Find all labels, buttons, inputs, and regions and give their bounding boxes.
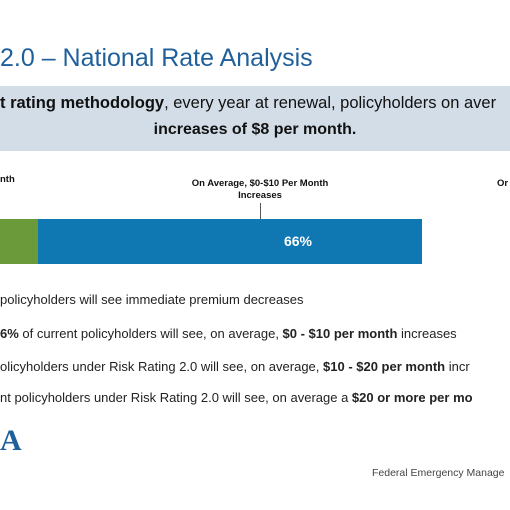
bullet-item: olicyholders under Risk Rating 2.0 will … bbox=[0, 359, 470, 374]
bullet-text: increases bbox=[397, 326, 457, 341]
bullet-item: 6% of current policyholders will see, on… bbox=[0, 326, 457, 341]
callout-center: On Average, $0-$10 Per Month Increases bbox=[180, 178, 340, 202]
banner-line-1: t rating methodology, every year at rene… bbox=[0, 94, 496, 113]
bullet-item: nt policyholders under Risk Rating 2.0 w… bbox=[0, 390, 473, 405]
callout-left: nth bbox=[0, 174, 15, 185]
page-title: 2.0 – National Rate Analysis bbox=[0, 44, 313, 72]
footer-text: Federal Emergency Manage bbox=[372, 467, 505, 479]
bullet-bold-text: $10 - $20 per month bbox=[323, 359, 446, 374]
bullet-item: policyholders will see immediate premium… bbox=[0, 292, 303, 307]
bar-segment-decrease bbox=[0, 219, 38, 264]
callout-center-leader bbox=[260, 203, 261, 219]
bullet-text: incr bbox=[445, 359, 470, 374]
banner-line-2: increases of $8 per month. bbox=[153, 121, 357, 138]
bullet-bold-text: $0 - $10 per month bbox=[282, 326, 398, 341]
bar-label-0-10: 66% bbox=[283, 233, 313, 249]
bullet-bold-text: $20 or more per mo bbox=[351, 390, 473, 405]
callout-right: Or bbox=[497, 178, 509, 189]
fema-logo: A bbox=[0, 424, 23, 457]
bar-segment-0-10 bbox=[38, 219, 423, 264]
bullet-text: policyholders will see immediate premium… bbox=[0, 292, 304, 307]
callout-center-line-2: Increases bbox=[238, 190, 282, 201]
bullet-text: olicyholders under Risk Rating 2.0 will … bbox=[0, 359, 324, 374]
bullet-bold-text: 6% bbox=[0, 326, 19, 341]
bullet-text: of current policyholders will see, on av… bbox=[18, 326, 283, 341]
banner-text: , every year at renewal, policyholders o… bbox=[164, 94, 497, 112]
stacked-bar-chart: 66% bbox=[0, 219, 510, 264]
banner-bold-text: t rating methodology bbox=[0, 94, 165, 112]
summary-banner: t rating methodology, every year at rene… bbox=[0, 86, 510, 151]
bullet-text: nt policyholders under Risk Rating 2.0 w… bbox=[0, 390, 352, 405]
callout-center-line-1: On Average, $0-$10 Per Month bbox=[191, 178, 329, 189]
